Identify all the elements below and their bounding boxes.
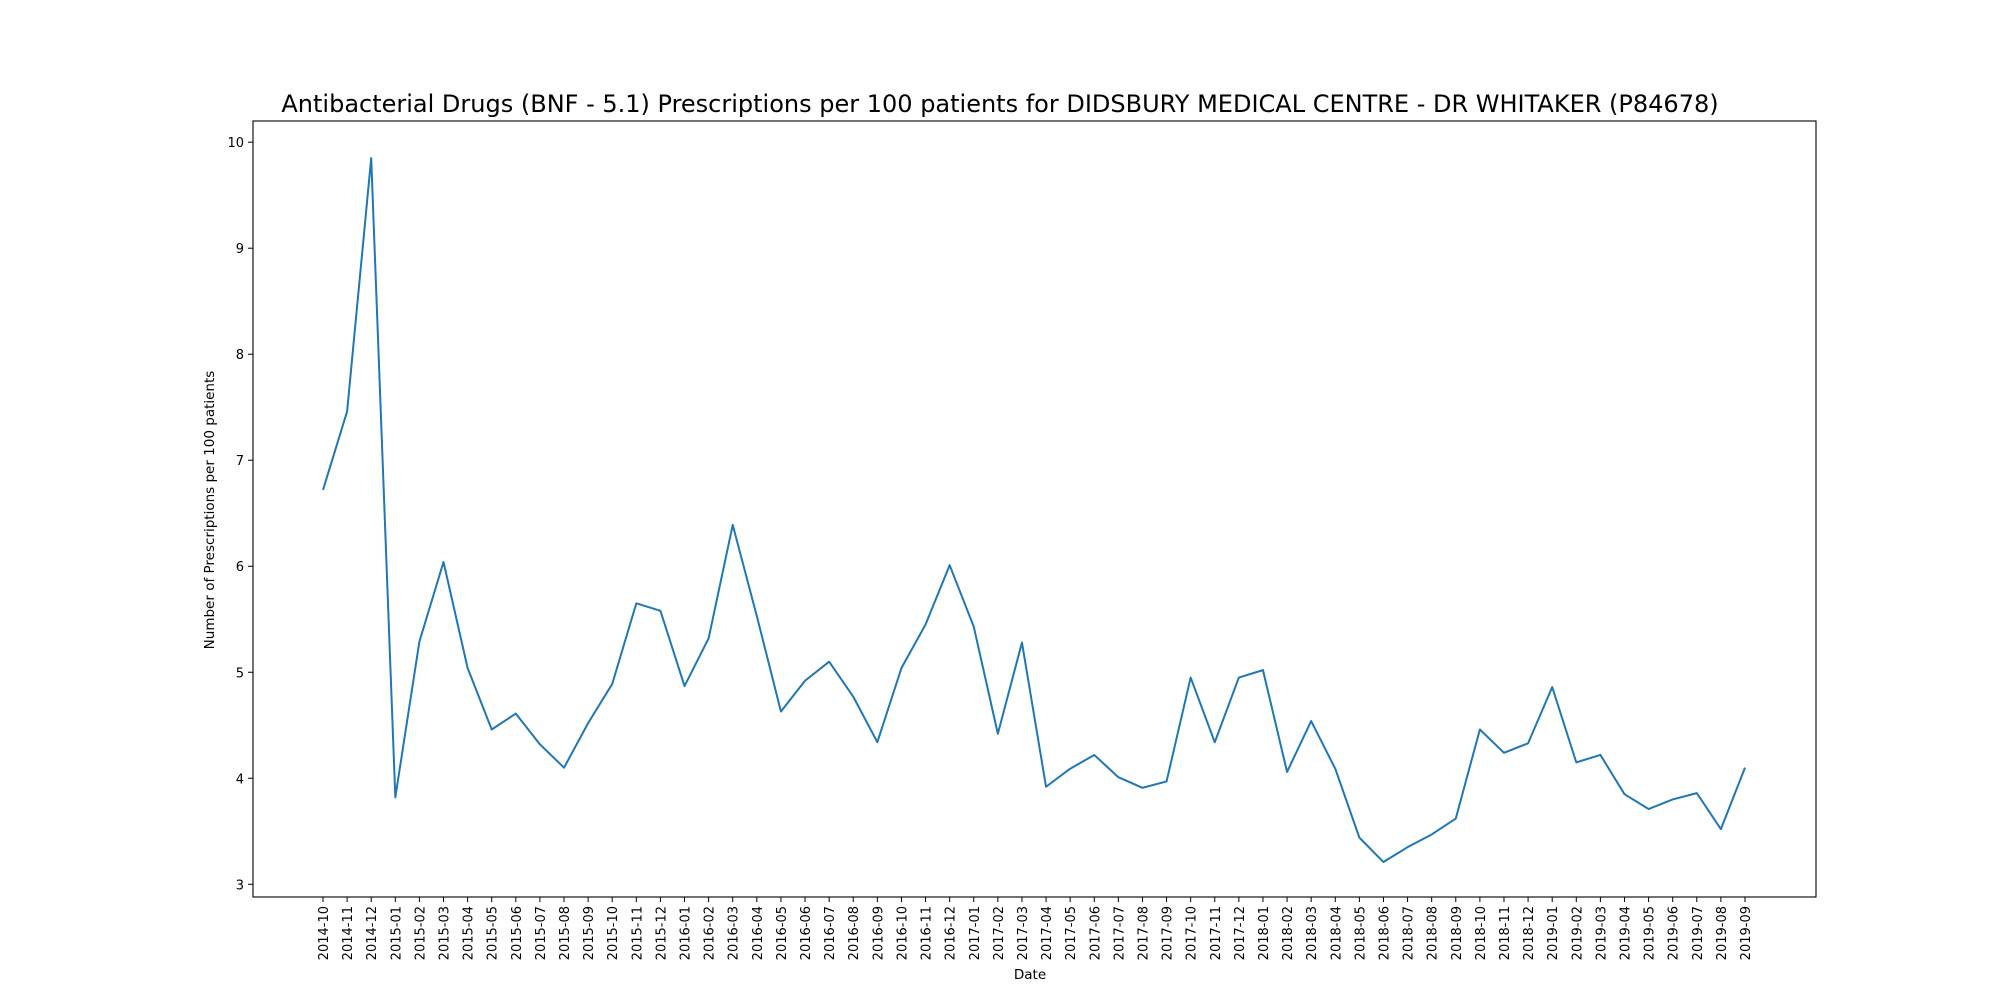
x-tick-label: 2017-01 (968, 906, 983, 960)
x-tick-label: 2016-01 (679, 906, 694, 960)
x-tick-label: 2019-02 (1570, 906, 1585, 960)
x-tick-label: 2015-12 (654, 906, 669, 960)
chart-title: Antibacterial Drugs (BNF - 5.1) Prescrip… (281, 90, 1718, 118)
x-tick-label: 2019-08 (1715, 906, 1730, 960)
x-tick-label: 2019-05 (1643, 906, 1658, 960)
x-tick-label: 2015-10 (606, 906, 621, 960)
series-line (322, 157, 1746, 864)
x-tick-label: 2019-07 (1691, 906, 1706, 960)
y-tick-label: 8 (236, 348, 244, 363)
x-tick-label: 2016-12 (944, 906, 959, 960)
x-tick-label: 2016-07 (823, 906, 838, 960)
x-tick-label: 2019-01 (1546, 906, 1561, 960)
y-tick-label: 5 (236, 666, 244, 681)
x-tick-label: 2018-10 (1474, 906, 1489, 960)
x-tick-label: 2016-02 (703, 906, 718, 960)
x-tick-label: 2014-12 (365, 906, 380, 960)
x-tick-label: 2018-06 (1377, 906, 1392, 960)
y-tick-label: 9 (236, 242, 244, 257)
y-tick-label: 10 (227, 136, 244, 151)
x-tick-label: 2014-10 (317, 906, 332, 960)
x-tick-label: 2016-03 (727, 906, 742, 960)
x-tick-label: 2017-06 (1088, 906, 1103, 960)
x-tick-label: 2017-03 (1016, 906, 1031, 960)
y-tick-label: 7 (236, 454, 244, 469)
x-tick-label: 2018-02 (1281, 906, 1296, 960)
x-tick-label: 2015-04 (462, 906, 477, 960)
x-tick-label: 2018-05 (1353, 906, 1368, 960)
x-tick-label: 2016-08 (847, 906, 862, 960)
x-tick-label: 2015-11 (630, 906, 645, 960)
x-tick-label: 2017-10 (1185, 906, 1200, 960)
x-tick-label: 2015-07 (534, 906, 549, 960)
x-tick-label: 2016-06 (799, 906, 814, 960)
x-tick-label: 2017-08 (1136, 906, 1151, 960)
x-tick-label: 2017-07 (1112, 906, 1127, 960)
y-tick-label: 4 (236, 772, 244, 787)
x-tick-label: 2015-05 (486, 906, 501, 960)
x-tick-label: 2018-01 (1257, 906, 1272, 960)
x-tick-label: 2019-09 (1739, 906, 1754, 960)
y-axis-label: Number of Prescriptions per 100 patients (202, 371, 218, 650)
plot-frame (252, 120, 1817, 898)
x-tick-label: 2018-09 (1450, 906, 1465, 960)
x-tick-label: 2015-03 (438, 906, 453, 960)
y-axis: 3 4 5 6 7 8 9 10 (227, 136, 253, 893)
x-tick-label: 2017-02 (992, 906, 1007, 960)
x-tick-label: 2018-07 (1402, 906, 1417, 960)
x-tick-label: 2015-09 (582, 906, 597, 960)
x-tick-label: 2015-02 (413, 906, 428, 960)
x-tick-label: 2015-06 (510, 906, 525, 960)
x-tick-label: 2019-04 (1618, 906, 1633, 960)
y-tick-label: 3 (236, 878, 244, 893)
x-axis-label: Date (1014, 967, 1046, 983)
x-tick-label: 2015-08 (558, 906, 573, 960)
x-tick-label: 2016-09 (871, 906, 886, 960)
x-tick-label: 2019-06 (1667, 906, 1682, 960)
x-tick-label: 2017-12 (1233, 906, 1248, 960)
x-tick-label: 2018-08 (1426, 906, 1441, 960)
x-tick-label: 2015-01 (389, 906, 404, 960)
x-tick-label: 2018-03 (1305, 906, 1320, 960)
x-tick-label: 2014-11 (341, 906, 356, 960)
x-axis: 2014-10 2014-11 2014-12 2015-01 2015-02 2015-… (317, 897, 1754, 960)
x-tick-label: 2016-10 (895, 906, 910, 960)
x-tick-label: 2017-11 (1209, 906, 1224, 960)
y-tick-label: 6 (236, 560, 244, 575)
x-tick-label: 2017-09 (1161, 906, 1176, 960)
x-tick-label: 2018-04 (1329, 906, 1344, 960)
x-tick-label: 2016-05 (775, 906, 790, 960)
x-tick-label: 2017-04 (1040, 906, 1055, 960)
x-tick-label: 2016-04 (751, 906, 766, 960)
x-tick-label: 2017-05 (1064, 906, 1079, 960)
x-tick-label: 2018-11 (1498, 906, 1513, 960)
x-tick-label: 2018-12 (1522, 906, 1537, 960)
x-tick-label: 2019-03 (1594, 906, 1609, 960)
plot-area (252, 120, 1817, 898)
x-tick-label: 2016-11 (920, 906, 935, 960)
